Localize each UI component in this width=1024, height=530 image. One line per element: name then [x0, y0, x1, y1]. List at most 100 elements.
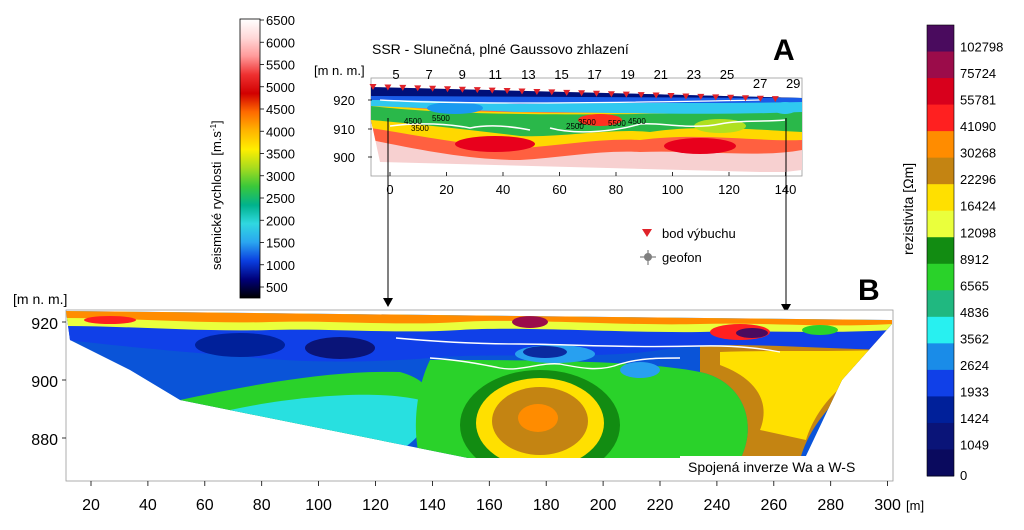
panel-b-x-tick: 40 [139, 497, 157, 514]
shot-label: 17 [587, 67, 601, 82]
resistivity-color-block [927, 157, 954, 185]
resistivity-color-block [927, 290, 954, 318]
shot-marker [667, 93, 675, 99]
panel-a-x-tick: 120 [718, 182, 740, 197]
panel-a-x-tick: 100 [662, 182, 684, 197]
panel-b-x-tick: 240 [704, 497, 731, 514]
shot-label: 19 [620, 67, 634, 82]
resistivity-color-block [927, 369, 954, 397]
shot-point-icon [642, 229, 652, 237]
shot-marker [399, 84, 407, 91]
panel-b-y-unit: [m n. m.] [13, 291, 67, 307]
resistivity-tick-label: 8912 [960, 252, 989, 267]
geophone-label: geofon [662, 250, 702, 265]
shot-marker [369, 84, 377, 90]
resistivity-tick-label: 4836 [960, 305, 989, 320]
seismic-tick-label: 6500 [266, 13, 295, 28]
seismic-tick-label: 2500 [266, 191, 295, 206]
resistivity-color-block [927, 51, 954, 79]
panel-a-y-tick: 910 [333, 122, 355, 137]
panel-b-x-ticks: 20 40 60 80 100 120 140 160 180 200 220 240 260 280 30… [82, 481, 901, 514]
resistivity-tick-label: 1424 [960, 411, 989, 426]
shot-label: 7 [425, 67, 432, 82]
shot-marker [503, 88, 511, 95]
resistivity-color-block [927, 396, 954, 424]
panel-b-y-ticks: 920 900 880 [31, 316, 66, 449]
shot-marker [742, 95, 749, 102]
shot-label: 23 [687, 67, 701, 82]
shot-label: 21 [654, 67, 668, 82]
resistivity-tick-label: 1049 [960, 437, 989, 452]
resistivity-color-block [927, 210, 954, 238]
resistivity-scale-title: rezistivita [Ωm] [900, 163, 916, 255]
panel-b-caption: Spojená inverze Wa a W-S [688, 459, 855, 475]
shot-label: 27 [753, 76, 767, 91]
seismic-tick-label: 1000 [266, 258, 295, 273]
shot-marker [637, 92, 645, 99]
contour-label: 3500 [411, 124, 429, 133]
shot-marker [771, 96, 779, 103]
shot-marker [444, 86, 451, 93]
contour-label: 5500 [608, 119, 626, 128]
panel-a-title: SSR - Slunečná, plné Gaussovo zhlazení [372, 41, 629, 57]
seismic-tick-label: 3000 [266, 169, 295, 184]
resistivity-tick-label: 1933 [960, 384, 989, 399]
panel-b-x-tick: 180 [533, 497, 560, 514]
panel-b: B [m n. m.] [13, 274, 924, 514]
arrow-0-head [383, 298, 393, 307]
panel-b-caption-bg [680, 456, 890, 478]
panel-b-y-tick: 920 [31, 316, 58, 333]
shot-label: 29 [786, 76, 800, 91]
resistivity-scale: 102798 75724 55781 41090 30268 22296 16424 1209… [900, 24, 1003, 483]
panel-a-x-tick: 40 [496, 182, 510, 197]
resistivity-tick-label: 2624 [960, 358, 989, 373]
panel-b-x-tick: 120 [362, 497, 389, 514]
panel-a-x-tick: 80 [609, 182, 623, 197]
panel-b-x-tick: 140 [419, 497, 446, 514]
seismic-colorbar [239, 18, 261, 299]
seismic-tick-label: 3500 [266, 147, 295, 162]
seismic-tick-label: 4000 [266, 124, 295, 139]
panel-a-x-tick: 0 [386, 182, 393, 197]
panel-a-y-tick: 900 [333, 150, 355, 165]
seismic-velocity-scale: 6500 6000 5500 5000 4500 4000 3500 3000 2500 2000… [209, 13, 295, 299]
panel-b-x-tick: 200 [590, 497, 617, 514]
shot-marker [548, 89, 556, 96]
contour-label: 4500 [404, 117, 422, 126]
panel-a-x-tick: 20 [439, 182, 453, 197]
shot-label: 9 [459, 67, 466, 82]
resistivity-color-block [927, 316, 954, 344]
contour-label: 4500 [628, 117, 646, 126]
panel-b-x-tick: 280 [817, 497, 844, 514]
panel-b-x-tick: 20 [82, 497, 100, 514]
seismic-tick-label: 5000 [266, 80, 295, 95]
shot-marker [622, 91, 630, 98]
shot-marker [593, 90, 600, 97]
resistivity-color-block [927, 131, 954, 159]
shot-marker [473, 87, 481, 94]
shot-marker [384, 84, 392, 91]
shot-label: 5 [392, 67, 399, 82]
shot-label: 15 [554, 67, 568, 82]
resistivity-color-block [927, 237, 954, 265]
panel-b-x-unit: [m] [906, 498, 924, 513]
shot-marker [697, 93, 705, 100]
marker-legend: bod výbuchu geofon [640, 226, 736, 265]
shot-marker [429, 85, 437, 92]
resistivity-color-block [927, 184, 954, 212]
seismic-tick-labels: 6500 6000 5500 5000 4500 4000 3500 3000 2500 2000… [260, 13, 295, 295]
shot-label: 25 [720, 67, 734, 82]
shot-marker [414, 85, 422, 92]
resistivity-tick-label: 0 [960, 468, 967, 483]
resistivity-tick-labels: 102798 75724 55781 41090 30268 22296 16424 1209… [960, 40, 1003, 483]
resistivity-tick-label: 3562 [960, 331, 989, 346]
shot-marker [682, 93, 690, 100]
seismic-tick-label: 1500 [266, 236, 295, 251]
panel-b-x-tick: 60 [196, 497, 214, 514]
shot-marker [712, 94, 720, 101]
panel-a-shot-markers [369, 84, 779, 103]
contour-label: 5500 [432, 114, 450, 123]
resistivity-colorbar [926, 24, 955, 477]
